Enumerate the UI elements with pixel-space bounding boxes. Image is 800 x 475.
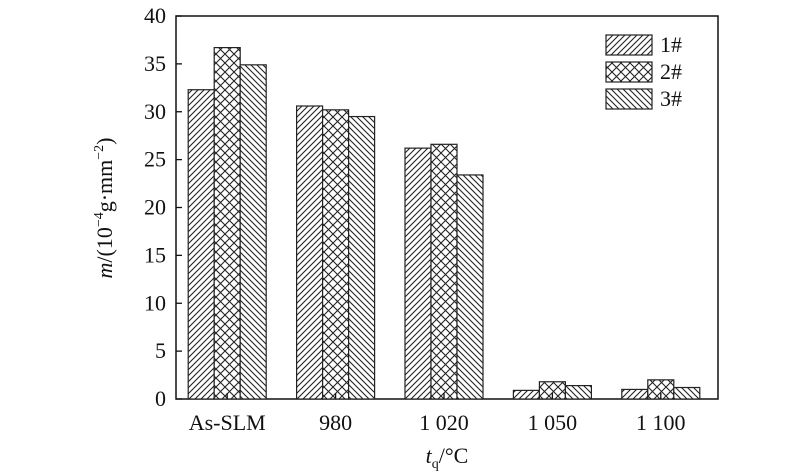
- y-axis-title: m/(10−4g·mm−2): [92, 137, 117, 278]
- x-tick-label: 980: [319, 410, 352, 435]
- bar-1-5: [621, 388, 649, 400]
- bar-1-3: [404, 147, 432, 400]
- x-axis-title-subscript: q: [432, 457, 439, 472]
- legend-label-2: 2#: [660, 59, 682, 84]
- bar-1-1: [187, 89, 215, 400]
- y-tick-label: 35: [144, 51, 166, 76]
- y-tick-label: 40: [144, 3, 166, 28]
- y-axis: 0 5 10 15 20 25 30 35 40: [144, 3, 182, 411]
- bar-3-4: [564, 384, 593, 400]
- legend-label-3: 3#: [660, 86, 682, 111]
- x-axis-title-symbol: t: [426, 443, 433, 468]
- bar-1-4: [512, 389, 541, 400]
- legend-swatch-3: [605, 88, 653, 110]
- y-tick-label: 10: [144, 290, 166, 315]
- y-axis-title-symbol: m: [92, 263, 117, 279]
- bar-3-5: [673, 386, 701, 400]
- y-axis-title-mid: g·mm: [92, 160, 117, 213]
- bar-3-2: [348, 115, 376, 400]
- y-tick-label: 5: [155, 338, 166, 363]
- y-tick-label: 30: [144, 99, 166, 124]
- y-axis-title-base: /(10: [92, 227, 117, 262]
- bar-2-3: [430, 143, 458, 400]
- y-axis-title-end: ): [92, 137, 117, 144]
- legend-swatch-2: [605, 61, 653, 83]
- legend-label-1: 1#: [660, 32, 682, 57]
- y-axis-title-exp2: −2: [92, 145, 107, 160]
- x-tick-label: As-SLM: [189, 410, 266, 435]
- x-tick-label: 1 050: [528, 410, 578, 435]
- x-axis-title: tq/°C: [426, 443, 469, 472]
- x-axis-title-unit: /°C: [439, 443, 469, 468]
- y-axis-title-exp1: −4: [92, 212, 107, 227]
- y-tick-label: 20: [144, 195, 166, 220]
- bar-1-2: [296, 105, 324, 400]
- y-tick-label: 15: [144, 242, 166, 267]
- bar-3-1: [239, 64, 267, 400]
- x-axis: As-SLM 980 1 020 1 050 1 100: [189, 393, 686, 435]
- legend-swatch-1: [605, 34, 653, 56]
- bar-3-3: [456, 174, 484, 400]
- y-tick-label: 0: [155, 386, 166, 411]
- bar-2-1: [213, 46, 241, 400]
- bar-2-2: [322, 109, 350, 400]
- bars: [187, 46, 701, 400]
- x-tick-label: 1 100: [636, 410, 686, 435]
- y-tick-label: 25: [144, 147, 166, 172]
- x-tick-label: 1 020: [419, 410, 469, 435]
- legend: 1#2#3#: [605, 32, 682, 111]
